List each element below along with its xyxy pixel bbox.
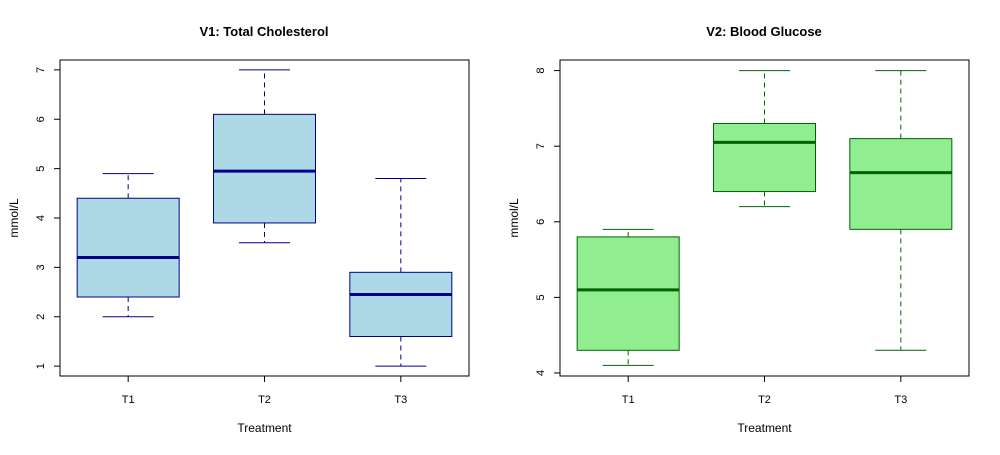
chart-panel-1: V1: Total Cholesterol 1 2 3 4 5 6 7 mmol/L T1 T2 T3…	[7, 24, 470, 435]
y-tick-label: 5	[35, 166, 47, 172]
box-iqr	[576, 236, 680, 351]
y-tick-label: 6	[35, 116, 47, 122]
box-t2	[713, 70, 816, 208]
box-iqr	[349, 271, 453, 337]
y-axis-label: mmol/L	[507, 198, 521, 238]
y-axis: 1 2 3 4 5 6 7	[35, 67, 60, 369]
box-t3	[849, 70, 953, 351]
chart-title: V2: Blood Glucose	[706, 24, 822, 39]
y-tick-label: 7	[35, 67, 47, 73]
box-iqr	[213, 113, 316, 224]
box-t1	[576, 228, 680, 366]
x-axis-label: Treatment	[237, 421, 292, 435]
x-tick-label: T1	[122, 394, 135, 406]
box-iqr	[713, 123, 816, 193]
x-tick-label: T2	[758, 394, 771, 406]
box-iqr	[76, 197, 180, 298]
y-tick-label: 4	[535, 370, 547, 376]
y-tick-label: 5	[535, 294, 547, 300]
box-t1	[76, 173, 180, 318]
x-axis: T1 T2 T3	[622, 376, 907, 406]
box-iqr	[849, 138, 953, 230]
box-t3	[349, 178, 453, 367]
y-tick-label: 7	[535, 143, 547, 149]
x-axis-label: Treatment	[737, 421, 792, 435]
box-t2	[213, 69, 316, 244]
y-tick-label: 3	[35, 264, 47, 270]
y-tick-label: 1	[35, 363, 47, 369]
chart-panel-2: V2: Blood Glucose 4 5 6 7 8 mmol/L T1 T2 T3 Treatm…	[507, 24, 970, 435]
x-tick-label: T1	[622, 394, 635, 406]
x-tick-label: T3	[894, 394, 907, 406]
x-axis: T1 T2 T3	[122, 376, 407, 406]
y-tick-label: 8	[535, 68, 547, 74]
y-tick-label: 6	[535, 219, 547, 225]
chart-title: V1: Total Cholesterol	[199, 24, 328, 39]
y-axis: 4 5 6 7 8	[535, 68, 560, 376]
y-tick-label: 2	[35, 314, 47, 320]
y-tick-label: 4	[35, 215, 47, 221]
y-axis-label: mmol/L	[7, 198, 21, 238]
x-tick-label: T3	[394, 394, 407, 406]
x-tick-label: T2	[258, 394, 271, 406]
